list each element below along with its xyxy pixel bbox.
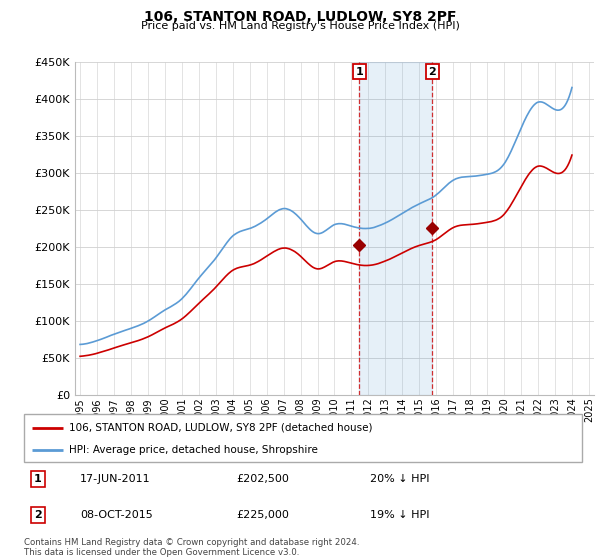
Text: 106, STANTON ROAD, LUDLOW, SY8 2PF: 106, STANTON ROAD, LUDLOW, SY8 2PF: [144, 10, 456, 24]
Text: 1: 1: [34, 474, 42, 484]
Text: 106, STANTON ROAD, LUDLOW, SY8 2PF (detached house): 106, STANTON ROAD, LUDLOW, SY8 2PF (deta…: [68, 423, 372, 433]
Text: Contains HM Land Registry data © Crown copyright and database right 2024.
This d: Contains HM Land Registry data © Crown c…: [24, 538, 359, 557]
Text: 2: 2: [34, 510, 42, 520]
Text: 17-JUN-2011: 17-JUN-2011: [80, 474, 151, 484]
Text: £225,000: £225,000: [236, 510, 289, 520]
Text: £202,500: £202,500: [236, 474, 289, 484]
FancyBboxPatch shape: [24, 414, 582, 462]
Text: 20% ↓ HPI: 20% ↓ HPI: [370, 474, 430, 484]
Text: 08-OCT-2015: 08-OCT-2015: [80, 510, 152, 520]
Bar: [359, 62, 433, 395]
Text: 19% ↓ HPI: 19% ↓ HPI: [370, 510, 430, 520]
Text: Price paid vs. HM Land Registry's House Price Index (HPI): Price paid vs. HM Land Registry's House …: [140, 21, 460, 31]
Text: 1: 1: [355, 67, 363, 77]
Text: HPI: Average price, detached house, Shropshire: HPI: Average price, detached house, Shro…: [68, 445, 317, 455]
Text: 2: 2: [428, 67, 436, 77]
